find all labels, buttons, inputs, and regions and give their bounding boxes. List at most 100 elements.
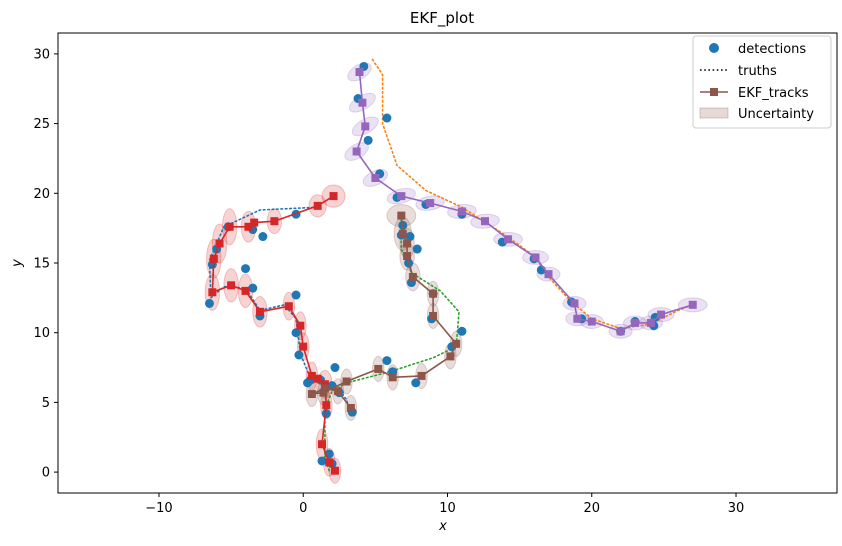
track-marker [209, 254, 218, 263]
detection-point [291, 290, 301, 300]
track-marker [408, 272, 417, 281]
plot-area [204, 58, 708, 484]
axis-ticks: −10 0 10 20 30 0 5 10 15 20 25 30 [33, 47, 744, 516]
track-marker [616, 327, 625, 336]
track-marker [374, 364, 383, 373]
x-tick-label: 20 [583, 501, 600, 516]
track-marker [481, 217, 490, 226]
legend-tracks-label: EKF_tracks [738, 86, 809, 101]
detection-point [457, 326, 467, 336]
track-marker [320, 384, 329, 393]
track-marker [227, 281, 236, 290]
detection-point [412, 244, 422, 254]
legend-uncertainty-patch [699, 107, 729, 119]
track-marker [446, 352, 455, 361]
track-marker [397, 192, 406, 201]
track-marker [307, 390, 316, 399]
chart-title: EKF_plot [410, 9, 474, 28]
track-marker [371, 173, 380, 182]
legend: detections truths EKF_tracks Uncertainty [692, 35, 832, 129]
detection-point [291, 328, 301, 338]
track-marker [319, 388, 328, 397]
detection-point [248, 283, 258, 293]
track-marker [358, 98, 367, 107]
detection-point [294, 350, 304, 360]
track-marker [317, 440, 326, 449]
track-marker [457, 207, 466, 216]
track-marker [587, 317, 596, 326]
track-marker [361, 122, 370, 131]
track-marker [429, 289, 438, 298]
track-marker [452, 339, 461, 348]
y-tick-label: 0 [42, 466, 50, 481]
track-marker [688, 300, 697, 309]
track-marker [573, 314, 582, 323]
x-tick-label: 10 [439, 501, 456, 516]
y-tick-label: 30 [33, 47, 50, 62]
track-marker [307, 371, 316, 380]
x-axis-label: x [438, 519, 447, 534]
track-marker [241, 286, 250, 295]
detection-point [204, 298, 214, 308]
x-tick-label: 30 [728, 501, 745, 516]
track-marker [646, 318, 655, 327]
track-marker [403, 252, 412, 261]
track-marker [388, 373, 397, 382]
track-marker [225, 222, 234, 231]
track-marker [255, 307, 264, 316]
track-marker [398, 229, 407, 238]
track-marker [403, 239, 412, 248]
track-marker [355, 68, 364, 77]
detection-point [382, 356, 392, 366]
detection-point [330, 363, 340, 373]
detection-point [405, 232, 415, 242]
track-marker [342, 377, 351, 386]
detection-point [241, 264, 251, 274]
detection-point [363, 135, 373, 145]
track-marker [333, 387, 342, 396]
y-tick-label: 5 [42, 396, 50, 411]
x-tick-label: 0 [299, 501, 307, 516]
legend-truths-label: truths [738, 64, 777, 79]
y-tick-label: 15 [33, 257, 50, 272]
track-marker [531, 253, 540, 262]
detection-point [321, 409, 331, 419]
track-marker [570, 299, 579, 308]
track-marker [208, 288, 217, 297]
detection-point [317, 456, 327, 466]
track-marker [320, 380, 329, 389]
track-marker [284, 302, 293, 311]
track-marker [270, 217, 279, 226]
detection-point [303, 378, 313, 388]
track-marker [504, 235, 513, 244]
x-tick-label: −10 [145, 501, 172, 516]
track-marker [296, 321, 305, 330]
track-marker [329, 192, 338, 201]
track-marker [325, 458, 334, 467]
track-marker [330, 466, 339, 475]
detection-point [258, 232, 268, 242]
legend-frame [692, 35, 832, 129]
track-marker [313, 201, 322, 210]
track-marker [426, 199, 435, 208]
legend-detections-label: detections [738, 42, 806, 57]
track-marker [631, 318, 640, 327]
legend-tracks-marker [710, 88, 718, 96]
track-marker [215, 239, 224, 248]
track-marker [299, 342, 308, 351]
y-tick-label: 10 [33, 326, 50, 341]
legend-detections-marker [709, 43, 719, 53]
detection-point [411, 378, 421, 388]
track-marker [429, 311, 438, 320]
y-tick-label: 25 [33, 117, 50, 132]
y-tick-label: 20 [33, 187, 50, 202]
track-marker [250, 218, 259, 227]
track-marker [417, 371, 426, 380]
track-marker [544, 270, 553, 279]
y-axis-label: y [10, 259, 25, 268]
track-marker [346, 403, 355, 412]
track-marker [657, 310, 666, 319]
detection-point [382, 113, 392, 123]
legend-uncertainty-label: Uncertainty [738, 107, 814, 122]
